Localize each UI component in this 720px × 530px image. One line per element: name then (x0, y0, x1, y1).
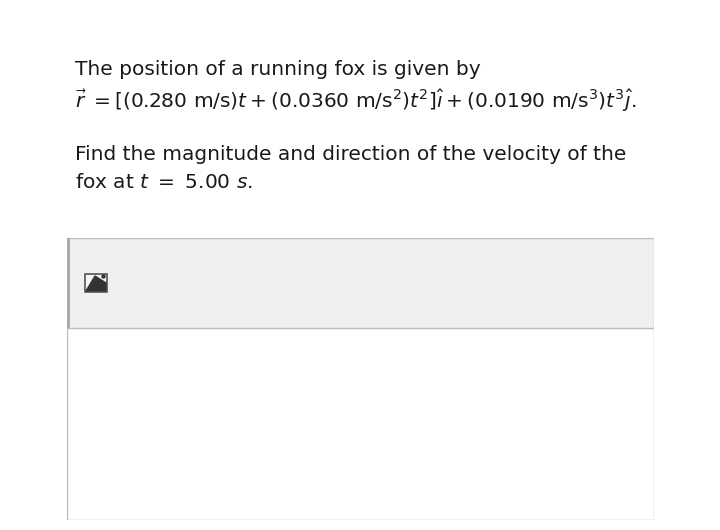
Polygon shape (86, 276, 106, 291)
Text: $\vec{r}$ $= [(0.280\ \mathsf{m/s})t + (0.0360\ \mathsf{m/s^2})t^2]\hat{\imath} : $\vec{r}$ $= [(0.280\ \mathsf{m/s})t + (… (75, 88, 636, 114)
Circle shape (102, 275, 105, 278)
Text: Find the magnitude and direction of the velocity of the: Find the magnitude and direction of the … (75, 145, 626, 164)
Bar (85, 274, 107, 292)
Bar (67, 238, 70, 328)
Text: The position of a running fox is given by: The position of a running fox is given b… (75, 60, 481, 79)
Bar (67, 328, 654, 520)
Text: fox at $t\ =\ 5.00\ s.$: fox at $t\ =\ 5.00\ s.$ (75, 173, 253, 192)
Bar (67, 238, 654, 328)
